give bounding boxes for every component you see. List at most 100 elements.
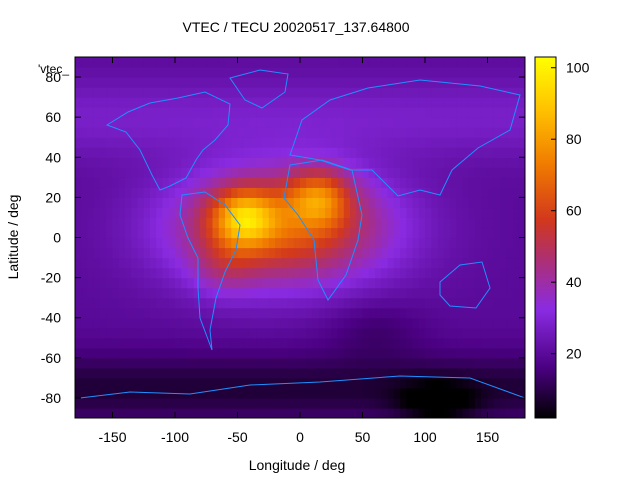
heatmap-cell	[256, 97, 264, 108]
heatmap-cell	[343, 407, 351, 418]
heatmap-cell	[418, 407, 426, 418]
heatmap-cell	[306, 347, 314, 359]
heatmap-cell	[181, 267, 189, 279]
heatmap-cell	[475, 337, 482, 349]
heatmap-cell	[312, 147, 320, 158]
heatmap-cell	[193, 257, 201, 269]
heatmap-cell	[162, 357, 170, 369]
heatmap-cell	[100, 177, 107, 188]
heatmap-cell	[112, 227, 120, 239]
heatmap-cell	[250, 127, 257, 138]
heatmap-cell	[168, 127, 176, 138]
heatmap-cell	[181, 57, 189, 68]
heatmap-cell	[431, 377, 439, 389]
heatmap-cell	[400, 127, 407, 138]
heatmap-cell	[512, 307, 520, 319]
heatmap-cell	[418, 127, 426, 138]
heatmap-cell	[381, 307, 389, 319]
heatmap-cell	[118, 187, 126, 198]
heatmap-cell	[368, 77, 376, 88]
heatmap-cell	[475, 367, 482, 379]
heatmap-cell	[125, 307, 132, 319]
heatmap-cell	[193, 267, 201, 279]
heatmap-cell	[312, 337, 320, 349]
heatmap-cell	[325, 327, 332, 339]
heatmap-cell	[437, 257, 445, 269]
heatmap-cell	[325, 147, 332, 158]
heatmap-cell	[250, 197, 257, 209]
heatmap-cell	[381, 347, 389, 359]
heatmap-cell	[106, 177, 114, 188]
heatmap-cell	[400, 257, 407, 269]
heatmap-cell	[450, 297, 457, 309]
heatmap-cell	[218, 97, 226, 108]
heatmap-cell	[256, 87, 264, 98]
heatmap-cell	[356, 167, 364, 178]
heatmap-cell	[375, 187, 382, 198]
heatmap-cell	[193, 107, 201, 118]
heatmap-cell	[300, 237, 307, 249]
heatmap-cell	[468, 247, 476, 259]
heatmap-cell	[231, 267, 239, 279]
heatmap-cell	[456, 107, 464, 118]
heatmap-cell	[237, 157, 245, 168]
heatmap-cell	[387, 267, 395, 279]
heatmap-cell	[418, 327, 426, 339]
heatmap-cell	[237, 337, 245, 349]
heatmap-cell	[375, 367, 382, 379]
heatmap-cell	[181, 237, 189, 249]
heatmap-cell	[475, 277, 482, 289]
heatmap-cell	[350, 357, 357, 369]
heatmap-cell	[131, 247, 139, 259]
heatmap-cell	[143, 57, 151, 68]
heatmap-cell	[187, 357, 195, 369]
heatmap-cell	[406, 307, 414, 319]
heatmap-cell	[481, 117, 489, 128]
heatmap-cell	[493, 197, 501, 209]
heatmap-cell	[193, 207, 201, 219]
heatmap-cell	[437, 137, 445, 148]
heatmap-cell	[493, 87, 501, 98]
heatmap-cell	[87, 277, 95, 289]
heatmap-cell	[375, 177, 382, 188]
heatmap-cell	[381, 257, 389, 269]
heatmap-cell	[81, 127, 89, 138]
heatmap-cell	[500, 197, 507, 209]
heatmap-cell	[387, 277, 395, 289]
heatmap-cell	[400, 87, 407, 98]
heatmap-cell	[112, 257, 120, 269]
heatmap-cell	[131, 307, 139, 319]
heatmap-cell	[256, 137, 264, 148]
heatmap-cell	[475, 217, 482, 229]
heatmap-cell	[281, 367, 289, 379]
heatmap-cell	[281, 67, 289, 78]
heatmap-cell	[387, 167, 395, 178]
heatmap-cell	[368, 127, 376, 138]
heatmap-cell	[437, 327, 445, 339]
x-tick-label: 0	[296, 429, 304, 445]
heatmap-cell	[431, 217, 439, 229]
heatmap-cell	[462, 387, 470, 399]
heatmap-cell	[350, 227, 357, 239]
heatmap-cell	[512, 337, 520, 349]
heatmap-cell	[237, 327, 245, 339]
heatmap-cell	[256, 407, 264, 418]
heatmap-cell	[362, 117, 370, 128]
heatmap-cell	[393, 337, 401, 349]
heatmap-cell	[262, 357, 270, 369]
heatmap-cell	[406, 317, 414, 329]
heatmap-cell	[456, 197, 464, 209]
heatmap-cell	[350, 57, 357, 68]
heatmap-cell	[287, 157, 295, 168]
heatmap-cell	[375, 317, 382, 329]
heatmap-cell	[162, 137, 170, 148]
heatmap-cell	[450, 167, 457, 178]
heatmap-cell	[487, 117, 495, 128]
heatmap-cell	[306, 87, 314, 98]
heatmap-cell	[243, 137, 251, 148]
heatmap-cell	[231, 377, 239, 389]
heatmap-cell	[468, 187, 476, 198]
heatmap-cell	[512, 247, 520, 259]
heatmap-cell	[131, 297, 139, 309]
heatmap-cell	[187, 167, 195, 178]
